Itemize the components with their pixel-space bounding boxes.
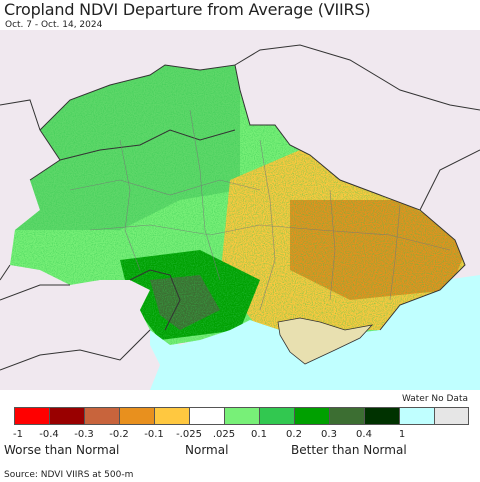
nodata-label: Water No Data — [401, 394, 468, 404]
page-title: Cropland NDVI Departure from Average (VI… — [4, 0, 371, 19]
legend-swatch — [259, 407, 294, 425]
legend-tick-label: -0.2 — [109, 429, 129, 440]
legend-swatch — [399, 407, 434, 425]
oblast-boundaries — [69, 109, 451, 311]
borders — [0, 44, 480, 371]
legend-swatch — [119, 407, 154, 425]
legend-tick-label: 0.4 — [356, 429, 372, 440]
legend-swatch — [364, 407, 399, 425]
legend-tick-label: 1 — [398, 429, 406, 440]
crimea — [277, 317, 374, 365]
legend-tick-label: -0.1 — [144, 429, 164, 440]
legend-tick-label: .025 — [212, 429, 236, 440]
legend-swatch — [294, 407, 329, 425]
legend-tick-label: 0.2 — [286, 429, 302, 440]
legend-swatch — [434, 407, 469, 425]
legend-swatch — [154, 407, 189, 425]
source-note: Source: NDVI VIIRS at 500-m — [4, 470, 134, 480]
legend-swatches — [14, 407, 469, 425]
legend-tick-label: 0.3 — [321, 429, 337, 440]
legend-ticks: -1 -0.4 -0.3 -0.2 -0.1 -.025 .025 0.1 0.2 0.3 0.4 1 — [0, 429, 480, 443]
ndvi-map — [0, 30, 480, 390]
legend-normal-label: Normal — [185, 443, 229, 457]
date-range: Oct. 7 - Oct. 14, 2024 — [5, 20, 103, 30]
legend-tick-label: -0.3 — [74, 429, 94, 440]
legend-tick-label: 0.1 — [251, 429, 267, 440]
legend-better-label: Better than Normal — [291, 443, 407, 457]
legend-swatch — [84, 407, 119, 425]
legend-worse-label: Worse than Normal — [4, 443, 120, 457]
black-sea — [150, 275, 480, 390]
legend-tick-label: -1 — [13, 429, 23, 440]
legend-swatch — [14, 407, 49, 425]
legend-swatch — [329, 407, 364, 425]
legend-swatch — [49, 407, 84, 425]
legend-swatch — [224, 407, 259, 425]
legend-tick-label: -.025 — [176, 429, 202, 440]
legend-tick-label: -0.4 — [39, 429, 59, 440]
legend-swatch — [189, 407, 224, 425]
